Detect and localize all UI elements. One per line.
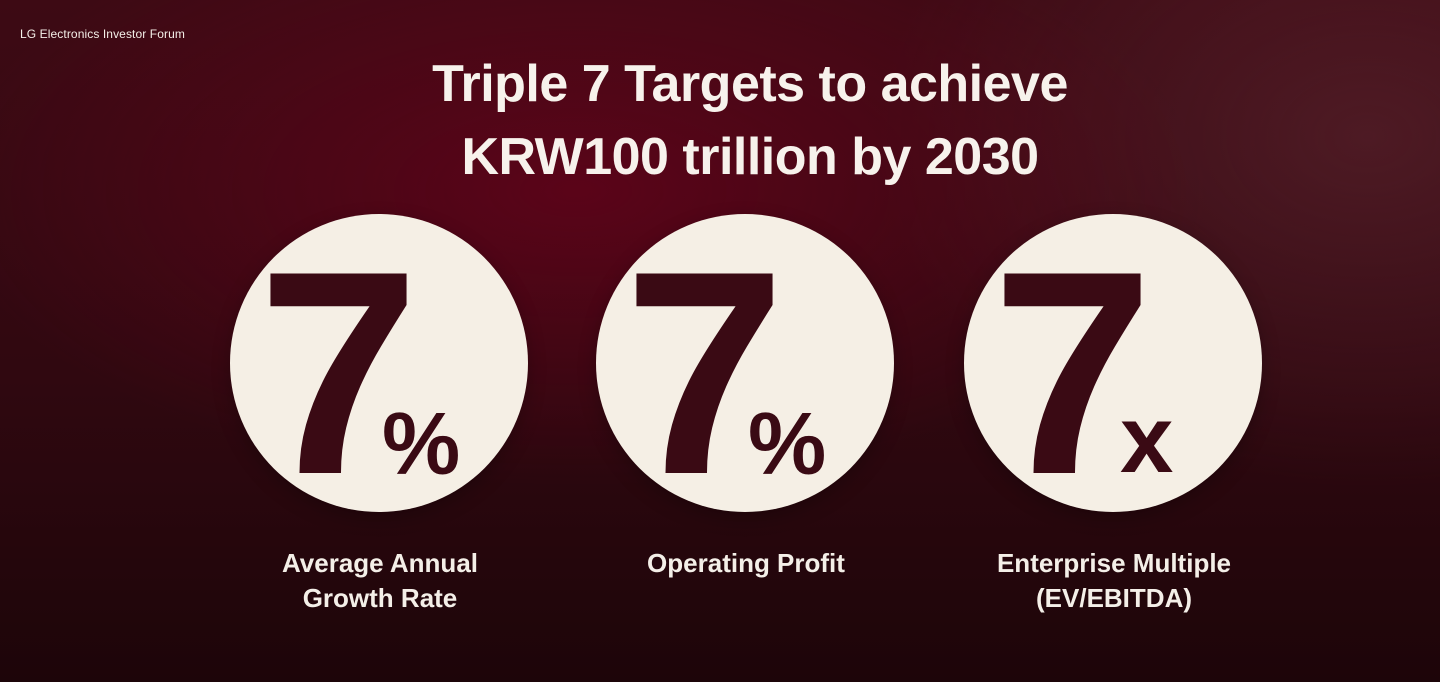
target-value: 7 bbox=[258, 211, 419, 535]
caption-line-2: (EV/EBITDA) bbox=[1036, 583, 1192, 613]
target-suffix: % bbox=[382, 394, 461, 493]
caption-line-1: Operating Profit bbox=[647, 548, 845, 578]
target-suffix: % bbox=[748, 394, 827, 493]
page-title-line-2: KRW100 trillion by 2030 bbox=[461, 128, 1039, 186]
forum-label: LG Electronics Investor Forum bbox=[20, 27, 185, 41]
target-enterprise-multiple: 7 x Enterprise Multiple (EV/EBITDA) bbox=[964, 214, 1264, 613]
target-value: 7 bbox=[624, 211, 785, 535]
target-caption: Enterprise Multiple (EV/EBITDA) bbox=[904, 546, 1324, 616]
target-circle: 7 % bbox=[596, 214, 894, 518]
target-circle: 7 % bbox=[230, 214, 528, 518]
target-suffix: x bbox=[1120, 386, 1174, 493]
page-title-line-1: Triple 7 Targets to achieve bbox=[432, 55, 1068, 113]
target-value: 7 bbox=[992, 211, 1153, 535]
target-caption: Operating Profit bbox=[536, 546, 956, 581]
target-circle: 7 x bbox=[964, 214, 1262, 518]
target-growth-rate: 7 % Average Annual Growth Rate bbox=[230, 214, 530, 613]
caption-line-1: Enterprise Multiple bbox=[996, 548, 1232, 578]
target-operating-profit: 7 % Operating Profit bbox=[596, 214, 896, 578]
caption-line-2: Growth Rate bbox=[302, 583, 458, 613]
target-caption: Average Annual Growth Rate bbox=[170, 546, 590, 616]
caption-line-1: Average Annual bbox=[281, 548, 478, 578]
